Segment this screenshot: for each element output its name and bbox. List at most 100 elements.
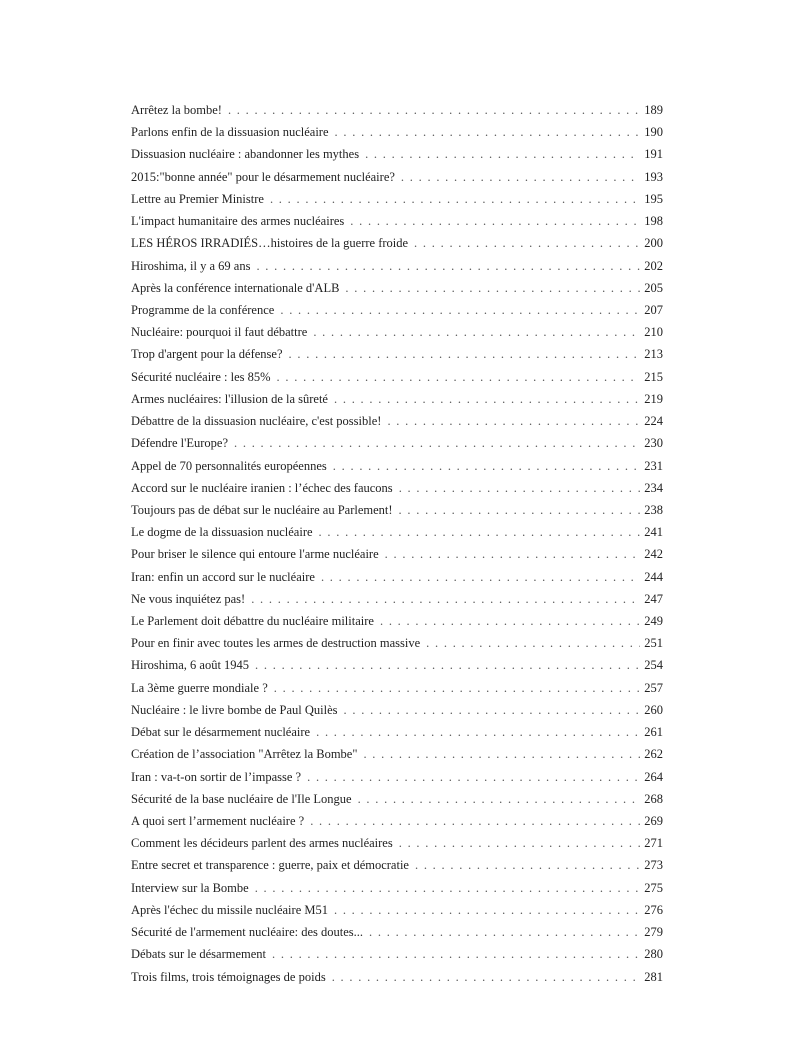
toc-entry[interactable]: Interview sur la Bombe 275 [131,879,663,901]
toc-entry[interactable]: Ne vous inquiétez pas! 247 [131,590,663,612]
toc-entry-title: Sécurité nucléaire : les 85% [131,369,271,384]
toc-entry-title: Parlons enfin de la dissuasion nucléaire [131,125,329,140]
toc-entry[interactable]: Entre secret et transparence : guerre, p… [131,856,663,878]
toc-entry[interactable]: Parlons enfin de la dissuasion nucléaire… [131,123,663,145]
toc-entry[interactable]: Pour en finir avec toutes les armes de d… [131,634,663,656]
toc-entry[interactable]: L'impact humanitaire des armes nucléaire… [131,212,663,234]
toc-entry[interactable]: Lettre au Premier Ministre 195 [131,190,663,212]
toc-entry-page: 276 [644,902,663,917]
toc-entry[interactable]: Hiroshima, 6 août 1945 254 [131,656,663,678]
toc-entry[interactable]: Débats sur le désarmement 280 [131,945,663,967]
toc-entry[interactable]: Iran: enfin un accord sur le nucléaire 24… [131,568,663,590]
toc-entry-title: Nucléaire : le livre bombe de Paul Quilè… [131,702,338,717]
toc-entry-title: Hiroshima, il y a 69 ans [131,258,251,273]
dot-leader [334,390,640,408]
toc-entry-page: 257 [644,680,663,695]
toc-entry-page: 198 [644,214,663,229]
dot-leader [426,634,640,652]
toc-entry[interactable]: Hiroshima, il y a 69 ans 202 [131,257,663,279]
toc-entry-page: 247 [644,591,663,606]
toc-entry-page: 213 [644,347,663,362]
toc-entry-page: 207 [644,302,663,317]
dot-leader [270,190,640,208]
dot-leader [255,656,640,674]
dot-leader [401,168,640,186]
toc-entry-title: Pour briser le silence qui entoure l'arm… [131,547,379,562]
toc-entry-title: Débats sur le désarmement [131,947,267,962]
toc-entry-title: Armes nucléaires: l'illusion de la sûret… [131,391,328,406]
toc-entry-page: 215 [644,369,663,384]
toc-entry[interactable]: Pour briser le silence qui entoure l'arm… [131,545,663,567]
dot-leader [228,101,640,119]
toc-entry-title: Le Parlement doit débattre du nucléaire … [131,614,374,629]
toc-entry[interactable]: Comment les décideurs parlent des armes … [131,834,663,856]
toc-entry[interactable]: Programme de la conférence 207 [131,301,663,323]
toc-entry[interactable]: La 3ème guerre mondiale ? 257 [131,679,663,701]
toc-entry[interactable]: LES HÉROS IRRADIÉS…histoires de la guerr… [131,234,663,256]
toc-entry[interactable]: Nucléaire: pourquoi il faut débattre 210 [131,323,663,345]
toc-entry[interactable]: Sécurité de l'armement nucléaire: des do… [131,923,663,945]
toc-entry[interactable]: Après l'échec du missile nucléaire M51 27… [131,901,663,923]
dot-leader [399,501,641,519]
toc-entry[interactable]: A quoi sert l’armement nucléaire ? 269 [131,812,663,834]
dot-leader [256,257,640,275]
toc-entry[interactable]: Arrêtez la bombe! 189 [131,101,663,123]
toc-entry[interactable]: Débattre de la dissuasion nucléaire, c'e… [131,412,663,434]
toc-entry-page: 279 [644,925,663,940]
toc-entry[interactable]: Appel de 70 personnalités européennes 231 [131,457,663,479]
toc-entry-page: 190 [644,125,663,140]
toc-entry-title: Ne vous inquiétez pas! [131,591,246,606]
toc-entry-title: Toujours pas de débat sur le nucléaire a… [131,502,393,517]
toc-entry-title: Lettre au Premier Ministre [131,191,264,206]
toc-entry-page: 219 [644,391,663,406]
dot-leader [399,834,641,852]
dot-leader [345,279,640,297]
toc-entry-page: 261 [644,725,663,740]
toc-entry[interactable]: Sécurité nucléaire : les 85% 215 [131,368,663,390]
toc-entry[interactable]: Création de l’association "Arrêtez la Bo… [131,745,663,767]
dot-leader [310,812,640,830]
toc-entry-title: Programme de la conférence [131,302,275,317]
toc-entry-title: Hiroshima, 6 août 1945 [131,658,250,673]
dot-leader [385,545,641,563]
dot-leader [316,723,640,741]
toc-entry[interactable]: 2015:"bonne année" pour le désarmement n… [131,168,663,190]
toc-entry[interactable]: Toujours pas de débat sur le nucléaire a… [131,501,663,523]
toc-entry-title: LES HÉROS IRRADIÉS…histoires de la guerr… [131,236,409,251]
toc-entry-title: Accord sur le nucléaire iranien : l’éche… [131,480,393,495]
toc-entry[interactable]: Armes nucléaires: l'illusion de la sûret… [131,390,663,412]
toc-entry-page: 195 [644,191,663,206]
dot-leader [280,301,640,319]
toc-entry[interactable]: Trop d'argent pour la défense? 213 [131,345,663,367]
toc-entry-title: Création de l’association "Arrêtez la Bo… [131,747,358,762]
dot-leader [358,790,641,808]
toc-entry[interactable]: Le dogme de la dissuasion nucléaire 241 [131,523,663,545]
toc-entry[interactable]: Défendre l'Europe? 230 [131,434,663,456]
toc-entry-title: Débat sur le désarmement nucléaire [131,725,311,740]
toc-entry[interactable]: Iran : va-t-on sortir de l’impasse ? 264 [131,768,663,790]
toc-entry-title: Trois films, trois témoignages de poids [131,969,326,984]
toc-entry[interactable]: Sécurité de la base nucléaire de l'Ile L… [131,790,663,812]
table-of-contents: Arrêtez la bombe! 189 Parlons enfin de la … [131,101,663,990]
dot-leader [255,879,641,897]
toc-entry[interactable]: Trois films, trois témoignages de poids 2… [131,968,663,990]
toc-entry-title: Nucléaire: pourquoi il faut débattre [131,325,308,340]
toc-entry-title: Sécurité de la base nucléaire de l'Ile L… [131,791,352,806]
toc-entry-title: Appel de 70 personnalités européennes [131,458,327,473]
toc-entry-title: La 3ème guerre mondiale ? [131,680,268,695]
toc-entry[interactable]: Dissuasion nucléaire : abandonner les my… [131,145,663,167]
toc-entry-page: 224 [644,414,663,429]
toc-entry-page: 271 [644,836,663,851]
toc-entry[interactable]: Nucléaire : le livre bombe de Paul Quilè… [131,701,663,723]
dot-leader [277,368,641,386]
dot-leader [344,701,641,719]
dot-leader [365,145,640,163]
toc-entry-title: A quoi sert l’armement nucléaire ? [131,814,305,828]
toc-entry-title: Pour en finir avec toutes les armes de d… [131,636,421,651]
toc-entry-page: 200 [644,236,663,251]
toc-entry[interactable]: Débat sur le désarmement nucléaire 261 [131,723,663,745]
dot-leader [363,745,640,763]
toc-entry[interactable]: Le Parlement doit débattre du nucléaire … [131,612,663,634]
toc-entry[interactable]: Après la conférence internationale d'ALB… [131,279,663,301]
toc-entry[interactable]: Accord sur le nucléaire iranien : l’éche… [131,479,663,501]
